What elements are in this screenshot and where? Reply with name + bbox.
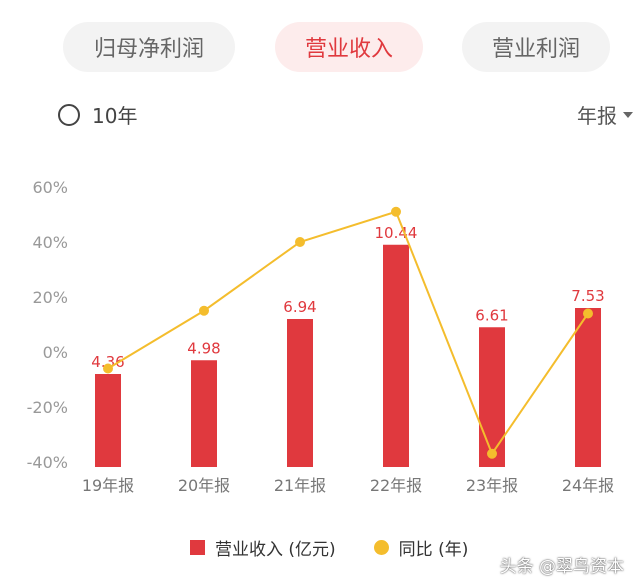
- radio-icon[interactable]: [58, 103, 80, 126]
- legend-item-yoy[interactable]: 同比 (年): [373, 535, 469, 560]
- bar-data-label: 10.44: [375, 224, 418, 242]
- watermark: 头条 @翠鸟资本: [499, 557, 624, 577]
- revenue-bar[interactable]: [383, 244, 409, 467]
- tab-operating-profit[interactable]: 营业利润: [462, 22, 610, 72]
- range-option-label: 10年: [92, 104, 138, 128]
- y-tick-label: 60%: [32, 178, 68, 197]
- yoy-point[interactable]: [103, 363, 113, 374]
- yoy-point[interactable]: [583, 308, 593, 319]
- bar-data-label: 4.36: [91, 353, 124, 371]
- tab-net-profit[interactable]: 归母净利润: [63, 22, 235, 72]
- y-tick-label: 20%: [32, 288, 68, 307]
- period-select[interactable]: 年报: [577, 100, 633, 129]
- period-select-label: 年报: [577, 104, 617, 128]
- legend-item-revenue[interactable]: 营业收入 (亿元): [190, 535, 336, 560]
- caret-down-icon: [623, 111, 633, 118]
- x-tick-label: 22年报: [370, 476, 422, 495]
- tab-revenue[interactable]: 营业收入: [275, 22, 423, 72]
- revenue-bar[interactable]: [575, 308, 601, 467]
- yoy-line: [107, 210, 589, 456]
- yoy-point[interactable]: [199, 305, 209, 316]
- legend-line-label: 同比 (年): [398, 540, 469, 560]
- revenue-bar[interactable]: [287, 319, 313, 467]
- y-tick-label: 0%: [43, 343, 68, 362]
- range-option[interactable]: 10年: [58, 100, 137, 129]
- bar-data-label: 6.94: [283, 298, 316, 316]
- y-tick-label: -40%: [27, 453, 68, 472]
- legend-line-swatch: [373, 540, 389, 555]
- yoy-point[interactable]: [295, 237, 305, 247]
- x-tick-label: 24年报: [562, 476, 614, 495]
- y-tick-label: 40%: [32, 233, 68, 252]
- x-tick-label: 21年报: [274, 476, 326, 495]
- legend-bar-swatch: [190, 540, 205, 555]
- revenue-chart: 60% 40% 20% 0% -20% -40% 4.36 19年报 4.98 20年报 6.94 2…: [27, 178, 615, 495]
- legend: 营业收入 (亿元) 同比 (年): [190, 535, 506, 560]
- x-tick-label: 23年报: [466, 476, 518, 495]
- yoy-point[interactable]: [487, 448, 497, 459]
- revenue-bar[interactable]: [191, 360, 217, 467]
- bar-data-label: 6.61: [475, 306, 508, 324]
- y-tick-label: -20%: [27, 398, 68, 417]
- x-tick-label: 20年报: [178, 476, 230, 495]
- revenue-bar[interactable]: [479, 327, 505, 467]
- bar-data-label: 7.53: [571, 287, 604, 305]
- x-tick-label: 19年报: [82, 476, 134, 495]
- revenue-bar[interactable]: [95, 374, 121, 467]
- yoy-point[interactable]: [391, 206, 401, 217]
- legend-bar-label: 营业收入 (亿元): [215, 540, 336, 560]
- bar-data-label: 4.98: [187, 339, 220, 357]
